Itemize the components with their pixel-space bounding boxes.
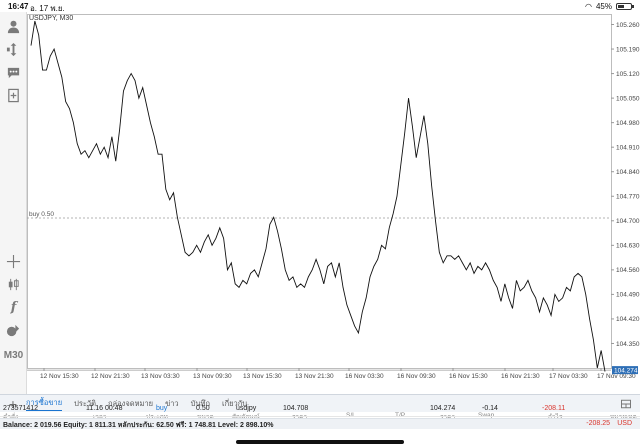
currency-label: USD — [617, 420, 632, 427]
battery-fill — [618, 5, 625, 8]
col-tp: T/P — [395, 412, 406, 419]
price-chart[interactable]: 105.260 105.190 105.120 105.050 104.980 104.9… — [27, 12, 640, 394]
account-icon[interactable] — [4, 17, 23, 36]
status-time: 16:47 — [8, 2, 29, 11]
y-tick-label: 105.120 — [616, 71, 640, 78]
x-tick-label: 13 Nov 03:30 — [141, 373, 180, 380]
y-tick-label: 104.630 — [616, 243, 640, 250]
trade-row[interactable]: 273571412 11.16 00:48 buy 0.50 usdjpy 10… — [0, 403, 640, 416]
battery-icon — [616, 3, 634, 10]
row-time: 11.16 00:48 — [86, 405, 123, 412]
col-profit: กำไร — [548, 412, 562, 422]
row-symbol: usdjpy — [236, 405, 257, 412]
tab-journal[interactable]: บันทึก — [190, 398, 211, 408]
row-price: 104.274 — [430, 405, 456, 412]
plot-frame — [27, 14, 612, 369]
y-tick-label: 104.770 — [616, 194, 640, 201]
x-tick-label: 16 Nov 03:30 — [345, 373, 384, 380]
x-tick-label: 16 Nov 15:30 — [449, 373, 488, 380]
y-tick-label: 105.260 — [616, 22, 640, 29]
status-right: ◠ 45% — [585, 2, 634, 11]
y-tick-label: 104.420 — [616, 316, 640, 323]
price-series-line — [30, 20, 606, 372]
y-tick-label: 105.050 — [616, 95, 640, 102]
total-profit: -208.25 — [586, 420, 610, 427]
status-date: อ. 17 พ.ย. — [30, 4, 65, 13]
x-tick-label: 16 Nov 09:30 — [397, 373, 436, 380]
current-price-label: 104.274 — [614, 368, 638, 375]
tab-history[interactable]: ประวัติ — [74, 398, 97, 408]
row-size: 0.50 — [196, 405, 210, 412]
x-tick-label: 17 Nov 09:30 — [597, 373, 636, 380]
status-bar: 16:47 อ. 17 พ.ย. ◠ 45% — [0, 0, 640, 13]
y-tick-label: 104.840 — [616, 169, 640, 176]
tab-mailbox[interactable]: กล่องจดหมาย — [108, 398, 154, 408]
chat-icon[interactable] — [4, 63, 23, 82]
wifi-icon: ◠ — [585, 2, 592, 11]
left-toolbar: f M30 — [0, 12, 27, 394]
col-symbol: สัญลักษณ์ — [232, 412, 260, 422]
tab-about[interactable]: เกี่ยวกับ — [222, 398, 248, 408]
x-tick-label: 13 Nov 15:30 — [243, 373, 282, 380]
x-tick-label: 13 Nov 09:30 — [193, 373, 232, 380]
crosshair-icon[interactable] — [4, 252, 23, 271]
col-order: คำสั่ง — [3, 412, 18, 422]
timeframe-button[interactable]: M30 — [3, 350, 24, 361]
row-order: 273571412 — [3, 405, 39, 412]
y-tick-label: 104.980 — [616, 120, 640, 127]
y-tick-label: 104.700 — [616, 218, 640, 225]
x-tick-label: 12 Nov 15:30 — [40, 373, 79, 380]
balance-bar: Balance: 2 019.56 Equity: 1 811.31 หลักป… — [0, 418, 640, 429]
tab-news[interactable]: ข่าว — [165, 398, 179, 408]
col-sl: S/L — [346, 412, 356, 419]
col-price: ราคา — [440, 412, 455, 422]
objects-icon[interactable] — [4, 321, 23, 340]
tab-trade[interactable]: การซื้อขาย — [26, 397, 63, 411]
row-open-price: 104.708 — [283, 405, 309, 412]
current-price-badge — [612, 366, 638, 375]
row-swap: -0.14 — [482, 405, 498, 412]
x-tick-label: 16 Nov 21:30 — [501, 373, 540, 380]
y-tick-label: 105.190 — [616, 46, 640, 53]
col-time: เวลา — [93, 412, 107, 422]
col-comment: หมายเหตุ — [610, 412, 637, 422]
y-tick-label: 104.490 — [616, 292, 640, 299]
y-tick-label: 104.910 — [616, 144, 640, 151]
y-tick-label: 104.350 — [616, 341, 640, 348]
buy-level-label: buy 0.50 — [29, 211, 54, 218]
chart-area[interactable]: 105.260 105.190 105.120 105.050 104.980 104.9… — [27, 12, 640, 394]
y-tick-label: 104.560 — [616, 267, 640, 274]
col-swap: Swap — [478, 412, 495, 419]
x-tick-label: 17 Nov 03:30 — [549, 373, 588, 380]
col-open-price: ราคา — [292, 412, 307, 422]
row-profit: -208.11 — [542, 405, 566, 412]
layout-icon[interactable] — [620, 398, 632, 410]
x-tick-label: 12 Nov 21:30 — [91, 373, 130, 380]
indicators-icon[interactable]: f — [10, 300, 17, 315]
candlestick-icon[interactable] — [4, 275, 23, 294]
trade-table-header: คำสั่ง เวลา ประเภท ขนาด สัญลักษณ์ ราคา S… — [0, 412, 640, 422]
table-row[interactable] — [0, 403, 640, 417]
battery-percent: 45% — [595, 2, 612, 11]
add-icon[interactable]: + — [8, 395, 18, 412]
row-type: buy — [156, 405, 168, 412]
x-tick-label: 13 Nov 21:30 — [295, 373, 334, 380]
balance-text: Balance: 2 019.56 Equity: 1 811.31 หลักป… — [3, 422, 274, 429]
home-indicator[interactable] — [236, 440, 404, 444]
new-order-icon[interactable] — [4, 86, 23, 105]
chart-title: USDJPY, M30 — [29, 15, 74, 22]
trade-icon[interactable] — [4, 40, 23, 59]
col-type: ประเภท — [146, 412, 168, 422]
terminal-tabs: + การซื้อขาย ประวัติ กล่องจดหมาย ข่าว บั… — [0, 394, 640, 412]
col-size: ขนาด — [197, 412, 214, 422]
